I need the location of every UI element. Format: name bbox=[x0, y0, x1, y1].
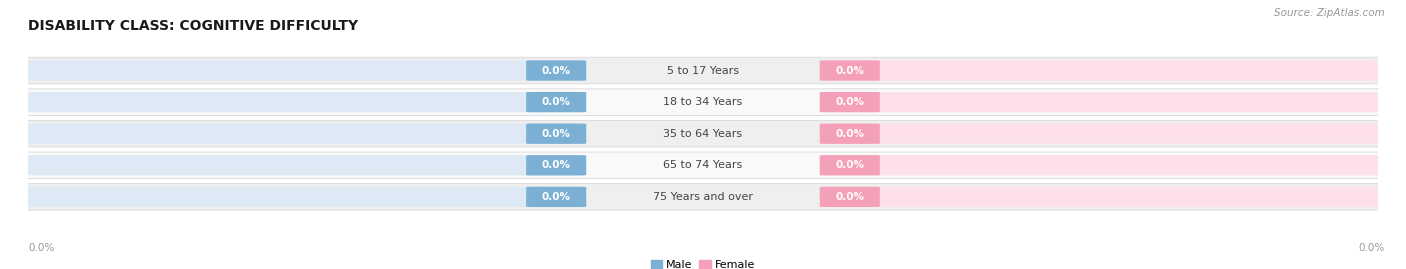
FancyBboxPatch shape bbox=[28, 123, 541, 144]
FancyBboxPatch shape bbox=[820, 123, 880, 144]
Text: 0.0%: 0.0% bbox=[835, 97, 865, 107]
Text: 65 to 74 Years: 65 to 74 Years bbox=[664, 160, 742, 170]
FancyBboxPatch shape bbox=[820, 60, 880, 81]
FancyBboxPatch shape bbox=[28, 155, 541, 175]
FancyBboxPatch shape bbox=[8, 89, 1398, 115]
FancyBboxPatch shape bbox=[869, 123, 1378, 144]
FancyBboxPatch shape bbox=[526, 187, 586, 207]
Text: 75 Years and over: 75 Years and over bbox=[652, 192, 754, 202]
FancyBboxPatch shape bbox=[28, 187, 541, 207]
FancyBboxPatch shape bbox=[8, 184, 1398, 210]
FancyBboxPatch shape bbox=[8, 152, 1398, 179]
Text: 0.0%: 0.0% bbox=[835, 160, 865, 170]
Text: 0.0%: 0.0% bbox=[1358, 243, 1385, 253]
FancyBboxPatch shape bbox=[526, 60, 586, 81]
FancyBboxPatch shape bbox=[526, 123, 586, 144]
FancyBboxPatch shape bbox=[869, 155, 1378, 175]
Legend: Male, Female: Male, Female bbox=[651, 260, 755, 269]
Text: 5 to 17 Years: 5 to 17 Years bbox=[666, 66, 740, 76]
FancyBboxPatch shape bbox=[820, 155, 880, 175]
FancyBboxPatch shape bbox=[28, 92, 541, 112]
Text: 0.0%: 0.0% bbox=[541, 97, 571, 107]
FancyBboxPatch shape bbox=[526, 155, 586, 175]
Text: 18 to 34 Years: 18 to 34 Years bbox=[664, 97, 742, 107]
Text: DISABILITY CLASS: COGNITIVE DIFFICULTY: DISABILITY CLASS: COGNITIVE DIFFICULTY bbox=[28, 19, 359, 33]
Text: 0.0%: 0.0% bbox=[541, 66, 571, 76]
Text: 0.0%: 0.0% bbox=[541, 129, 571, 139]
Text: 0.0%: 0.0% bbox=[835, 192, 865, 202]
FancyBboxPatch shape bbox=[869, 92, 1378, 112]
FancyBboxPatch shape bbox=[820, 92, 880, 112]
FancyBboxPatch shape bbox=[869, 187, 1378, 207]
Text: 0.0%: 0.0% bbox=[541, 192, 571, 202]
FancyBboxPatch shape bbox=[820, 187, 880, 207]
FancyBboxPatch shape bbox=[8, 57, 1398, 84]
Text: Source: ZipAtlas.com: Source: ZipAtlas.com bbox=[1274, 8, 1385, 18]
Text: 0.0%: 0.0% bbox=[835, 129, 865, 139]
FancyBboxPatch shape bbox=[8, 121, 1398, 147]
FancyBboxPatch shape bbox=[526, 92, 586, 112]
FancyBboxPatch shape bbox=[869, 61, 1378, 81]
Text: 0.0%: 0.0% bbox=[28, 243, 55, 253]
FancyBboxPatch shape bbox=[28, 61, 541, 81]
Text: 0.0%: 0.0% bbox=[835, 66, 865, 76]
Text: 0.0%: 0.0% bbox=[541, 160, 571, 170]
Text: 35 to 64 Years: 35 to 64 Years bbox=[664, 129, 742, 139]
